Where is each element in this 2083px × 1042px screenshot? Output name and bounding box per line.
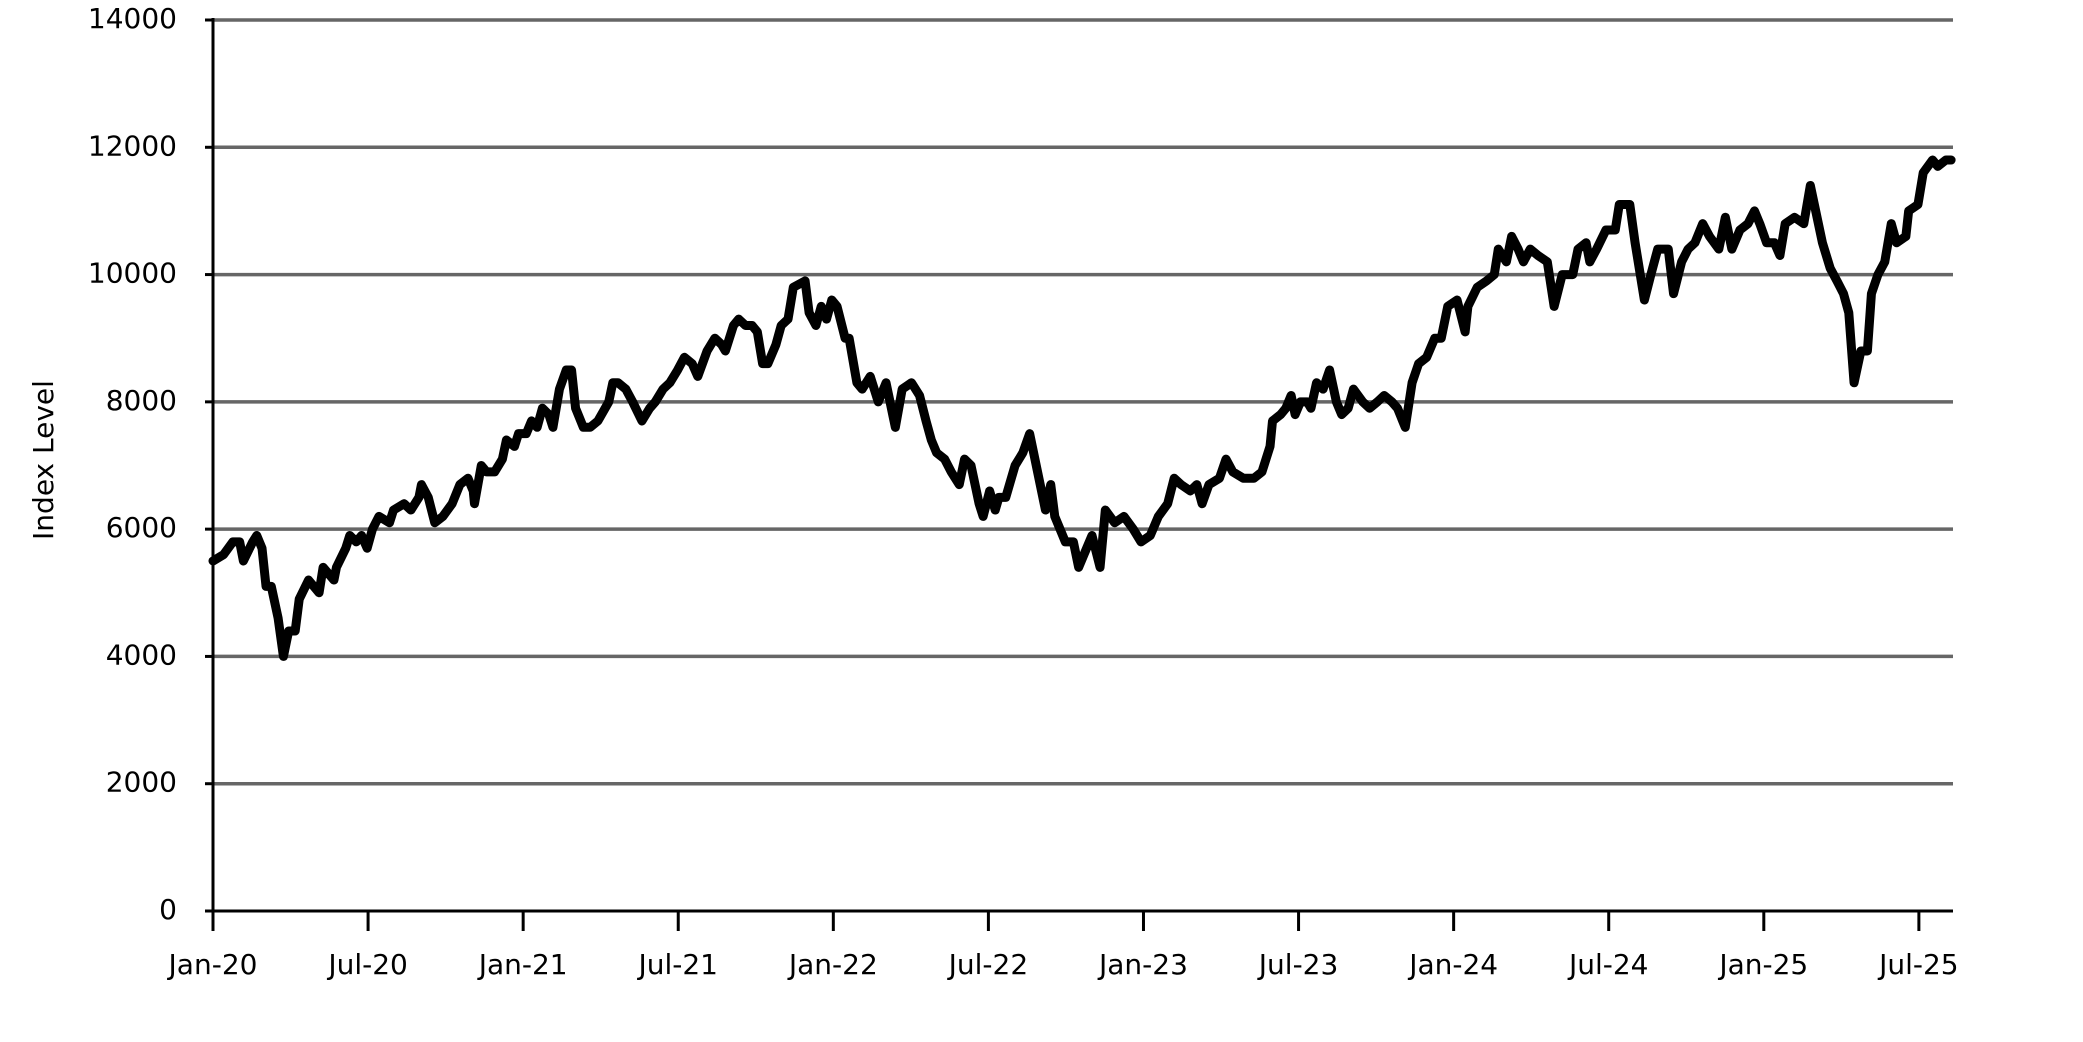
y-tick-label: 2000 bbox=[106, 766, 177, 799]
x-tick-label: Jan-25 bbox=[1717, 948, 1808, 981]
x-tick-label: Jul-23 bbox=[1257, 948, 1339, 981]
x-tick-label: Jul-20 bbox=[326, 948, 408, 981]
y-axis-label: Index Level bbox=[27, 380, 60, 540]
x-tick-label: Jul-24 bbox=[1567, 948, 1649, 981]
x-tick-label: Jan-20 bbox=[167, 948, 258, 981]
y-tick-label: 4000 bbox=[106, 638, 177, 671]
x-tick-label: Jan-24 bbox=[1407, 948, 1498, 981]
x-tick-label: Jul-22 bbox=[947, 948, 1029, 981]
x-tick-label: Jul-21 bbox=[636, 948, 718, 981]
y-tick-label: 14000 bbox=[88, 2, 177, 35]
y-tick-label: 0 bbox=[159, 893, 177, 926]
x-tick-label: Jul-25 bbox=[1877, 948, 1959, 981]
x-tick-label: Jan-21 bbox=[477, 948, 568, 981]
y-tick-label: 6000 bbox=[106, 511, 177, 544]
y-tick-label: 8000 bbox=[106, 384, 177, 417]
y-tick-label: 12000 bbox=[88, 129, 177, 162]
x-tick-label: Jan-23 bbox=[1097, 948, 1188, 981]
x-tick-label: Jan-22 bbox=[787, 948, 878, 981]
y-tick-label: 10000 bbox=[88, 257, 177, 290]
data-line bbox=[208, 155, 1956, 661]
